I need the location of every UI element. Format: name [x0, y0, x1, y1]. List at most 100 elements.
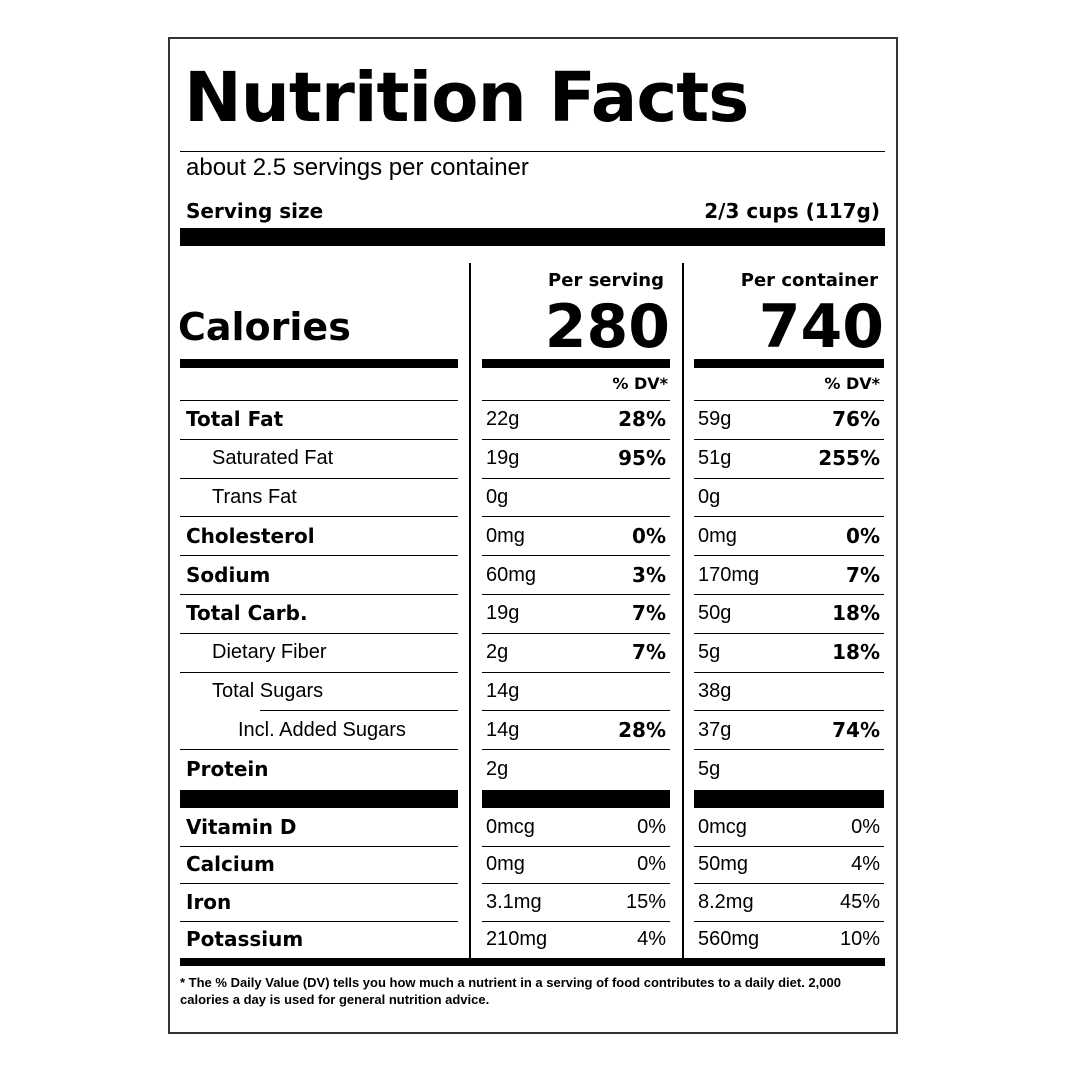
rule: [482, 632, 670, 634]
container-amount: 59g: [698, 408, 732, 431]
rule: [694, 477, 884, 479]
nutrient-name: Total Carb.: [186, 601, 308, 626]
serving-amount: 210mg: [486, 928, 548, 951]
rule: [482, 883, 670, 884]
container-dv: 0%: [851, 815, 880, 838]
nutrient-name: Incl. Added Sugars: [238, 718, 406, 741]
container-amount: 5g: [698, 641, 721, 664]
container-amount: 0g: [698, 486, 721, 508]
serving-amount: 19g: [486, 602, 520, 625]
rule: [180, 594, 458, 595]
rule: [482, 845, 670, 847]
servings: about 2.5 servings per container: [186, 154, 529, 181]
serving-dv: 0%: [632, 523, 666, 548]
container-dv: 45%: [839, 890, 880, 913]
rule: [482, 438, 670, 440]
container-amount: 0mcg: [698, 815, 747, 838]
serving-dv: 0%: [637, 815, 666, 838]
container-amount: 37g: [698, 718, 732, 741]
rule: [180, 671, 458, 673]
nutrient-name: Sodium: [186, 562, 271, 587]
rule: [694, 632, 884, 634]
rule: [180, 516, 458, 518]
container-amount: 8.2mg: [698, 890, 754, 913]
rule: [180, 151, 885, 152]
calories-label: Calories: [178, 305, 351, 349]
calories-per-serving: 280: [544, 292, 670, 362]
dv-header: % DV*: [824, 374, 880, 393]
rule: [482, 710, 670, 712]
rule: [694, 710, 884, 712]
nutrient-name: Calcium: [186, 852, 275, 877]
column-divider: [682, 263, 684, 958]
container-amount: 50mg: [698, 853, 749, 876]
rule: [482, 477, 670, 479]
container-amount: 5g: [698, 757, 721, 780]
rule: [180, 920, 458, 922]
serving-dv: 28%: [618, 407, 666, 432]
rule: [482, 516, 670, 518]
rule: [694, 671, 884, 673]
serving-dv: 3%: [632, 562, 666, 587]
serving-dv: 7%: [632, 640, 666, 665]
rule: [482, 555, 670, 557]
nutrient-name: Trans Fat: [212, 486, 297, 508]
calories-per-container: 740: [758, 292, 884, 362]
thick-rule: [694, 790, 884, 808]
serving-amount: 19g: [486, 447, 520, 470]
rule: [482, 920, 670, 922]
rule: [482, 749, 670, 751]
nutrient-name: Dietary Fiber: [212, 641, 327, 664]
serving-size-value: 2/3 cups (117g): [704, 199, 880, 223]
serving-dv: 28%: [618, 717, 666, 742]
rule: [180, 883, 458, 884]
rule: [694, 845, 884, 847]
container-amount: 38g: [698, 680, 732, 702]
rule: [482, 400, 670, 401]
container-dv: 255%: [818, 446, 880, 471]
rule: [260, 710, 458, 712]
nutrient-name: Total Sugars: [212, 680, 324, 702]
container-amount: 51g: [698, 447, 732, 470]
thick-rule: [482, 359, 670, 368]
thick-rule: [180, 228, 885, 246]
footnote: * The % Daily Value (DV) tells you how m…: [180, 975, 841, 1007]
thick-rule: [180, 790, 458, 808]
container-dv: 74%: [832, 717, 880, 742]
rule: [180, 749, 458, 751]
serving-amount: 2g: [486, 757, 509, 780]
container-dv: 18%: [832, 640, 880, 665]
serving-amount: 0mcg: [486, 815, 535, 838]
rule: [482, 671, 670, 673]
rule: [180, 400, 458, 401]
rule: [180, 555, 458, 557]
serving-size-label: Serving size: [186, 199, 324, 223]
column-divider: [469, 263, 471, 958]
serving-amount: 60mg: [486, 563, 537, 586]
title: Nutrition Facts: [184, 58, 749, 138]
serving-amount: 0mg: [486, 524, 525, 547]
rule: [694, 883, 884, 884]
serving-dv: 7%: [632, 601, 666, 626]
rule: [482, 594, 670, 595]
serving-amount: 3.1mg: [486, 890, 542, 913]
rule: [694, 594, 884, 595]
serving-amount: 14g: [486, 680, 520, 702]
rule: [180, 477, 458, 479]
nutrient-name: Iron: [186, 889, 232, 914]
serving-amount: 22g: [486, 408, 520, 431]
container-amount: 560mg: [698, 928, 760, 951]
rule: [694, 555, 884, 557]
container-dv: 0%: [846, 523, 880, 548]
rule: [180, 438, 458, 440]
nutrient-name: Potassium: [186, 927, 304, 952]
container-amount: 170mg: [698, 563, 760, 586]
rule: [694, 516, 884, 518]
container-amount: 0mg: [698, 524, 737, 547]
container-dv: 76%: [832, 407, 880, 432]
nutrient-name: Vitamin D: [186, 814, 297, 839]
serving-amount: 0mg: [486, 853, 525, 876]
nutrient-name: Total Fat: [186, 407, 284, 432]
rule: [694, 438, 884, 440]
thick-rule: [482, 790, 670, 808]
